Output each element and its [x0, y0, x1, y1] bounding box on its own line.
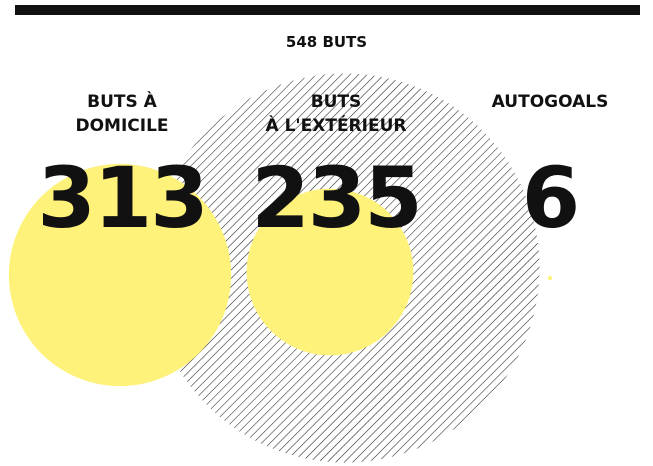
category-label: BUTS À L'EXTÉRIEUR [265, 92, 407, 136]
value-label: 235 [251, 149, 422, 247]
value-circle [547, 275, 553, 281]
top-bar [15, 5, 640, 15]
value-circle [246, 188, 414, 356]
value-circle [8, 163, 232, 387]
value-label: 313 [37, 149, 208, 247]
chart-title: 548 BUTS [285, 33, 368, 51]
category-label: BUTS À DOMICILE [75, 92, 169, 136]
value-label: 6 [521, 149, 580, 247]
category-label: AUTOGOALS [491, 92, 609, 112]
